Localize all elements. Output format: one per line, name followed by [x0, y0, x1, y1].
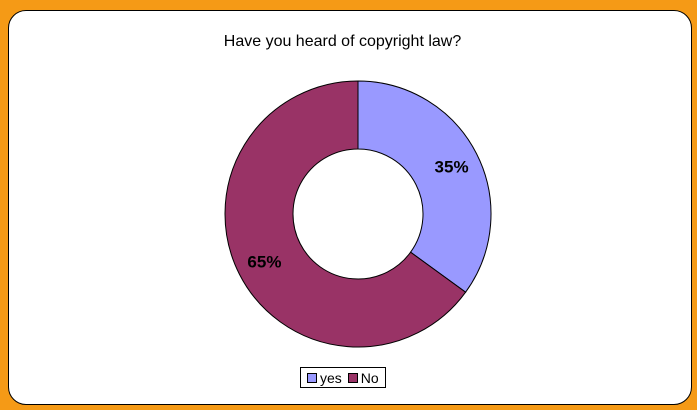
legend-swatch-yes	[307, 372, 317, 383]
data-label-yes: 35%	[435, 157, 469, 176]
legend-item-yes: yes	[307, 370, 342, 386]
data-label-no: 65%	[247, 253, 281, 272]
chart-area: Have you heard of copyright law? 35% 65% …	[8, 10, 692, 405]
doughnut-chart: 35% 65%	[224, 80, 492, 348]
legend-label-yes: yes	[320, 369, 342, 386]
chart-title: Have you heard of copyright law?	[223, 33, 462, 50]
doughnut-slice-yes	[357, 80, 492, 293]
legend-item-no: No	[347, 369, 379, 386]
doughnut-slice-no	[224, 80, 467, 348]
chart-legend: yes No	[300, 367, 386, 388]
legend-swatch-no	[347, 372, 358, 383]
legend-label-no: No	[360, 369, 379, 386]
